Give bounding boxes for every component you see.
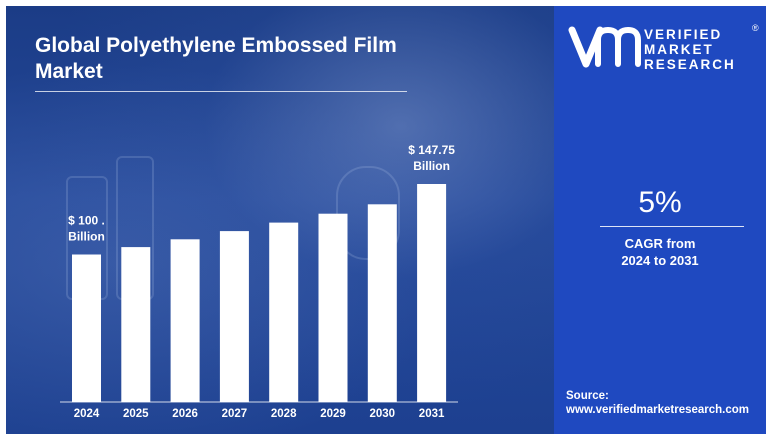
- data-label-2031: $ 147.75 Billion: [408, 143, 455, 173]
- chart-title: Global Polyethylene Embossed Film Market: [35, 33, 465, 85]
- bar-2027: [219, 231, 249, 402]
- chart-panel: Global Polyethylene Embossed Film Market…: [6, 6, 554, 434]
- cagr-value: 5%: [638, 186, 682, 219]
- bar-2024: [72, 254, 101, 402]
- x-tick-label-2031: 2031: [419, 408, 445, 420]
- bar-2025: [121, 247, 151, 402]
- cagr-label-line1: CAGR from: [624, 236, 696, 251]
- brand-line2: MARKET: [644, 42, 714, 57]
- x-tick-label-2029: 2029: [320, 408, 346, 420]
- brand-wordmark: VERIFIED MARKET RESEARCH: [644, 27, 736, 72]
- bar-2026: [170, 239, 200, 402]
- chart-title-line2: Market: [35, 60, 103, 83]
- source-label: Source:: [566, 390, 609, 402]
- bar-chart: 2024 2025 2026 2027 2028 2029 2030 2031 $ 100 .B…: [60, 143, 458, 420]
- x-tick-label-2030: 2030: [370, 408, 396, 420]
- brand-line3: RESEARCH: [644, 57, 736, 72]
- bar-2031: [417, 184, 447, 402]
- summary-panel: VERIFIED MARKET RESEARCH ® 5% CAGR from …: [554, 6, 766, 434]
- brand-line1: VERIFIED: [644, 27, 723, 42]
- chart-title-line1: Global Polyethylene Embossed Film: [35, 34, 397, 57]
- x-tick-label-2025: 2025: [123, 408, 149, 420]
- bar-2030: [367, 204, 397, 402]
- data-label-2024: $ 100 . Billion: [68, 214, 105, 244]
- x-tick-label-2027: 2027: [222, 408, 248, 420]
- cagr-label-line2: 2024 to 2031: [621, 253, 699, 268]
- vmr-logo-icon: [568, 26, 641, 68]
- x-tick-label-2024: 2024: [74, 408, 100, 420]
- title-underline: [35, 91, 407, 92]
- bar-2028: [269, 222, 299, 402]
- cagr-divider: [600, 226, 744, 227]
- x-tick-label-2026: 2026: [172, 408, 198, 420]
- bar-2029: [318, 213, 348, 402]
- cagr-label: CAGR from 2024 to 2031: [554, 235, 766, 269]
- registered-mark: ®: [752, 23, 759, 33]
- source-note: Source: www.verifiedmarketresearch.com: [566, 389, 749, 417]
- x-tick-label-2028: 2028: [271, 408, 297, 420]
- source-url[interactable]: www.verifiedmarketresearch.com: [566, 404, 750, 416]
- infographic-frame: Global Polyethylene Embossed Film Market…: [6, 6, 766, 434]
